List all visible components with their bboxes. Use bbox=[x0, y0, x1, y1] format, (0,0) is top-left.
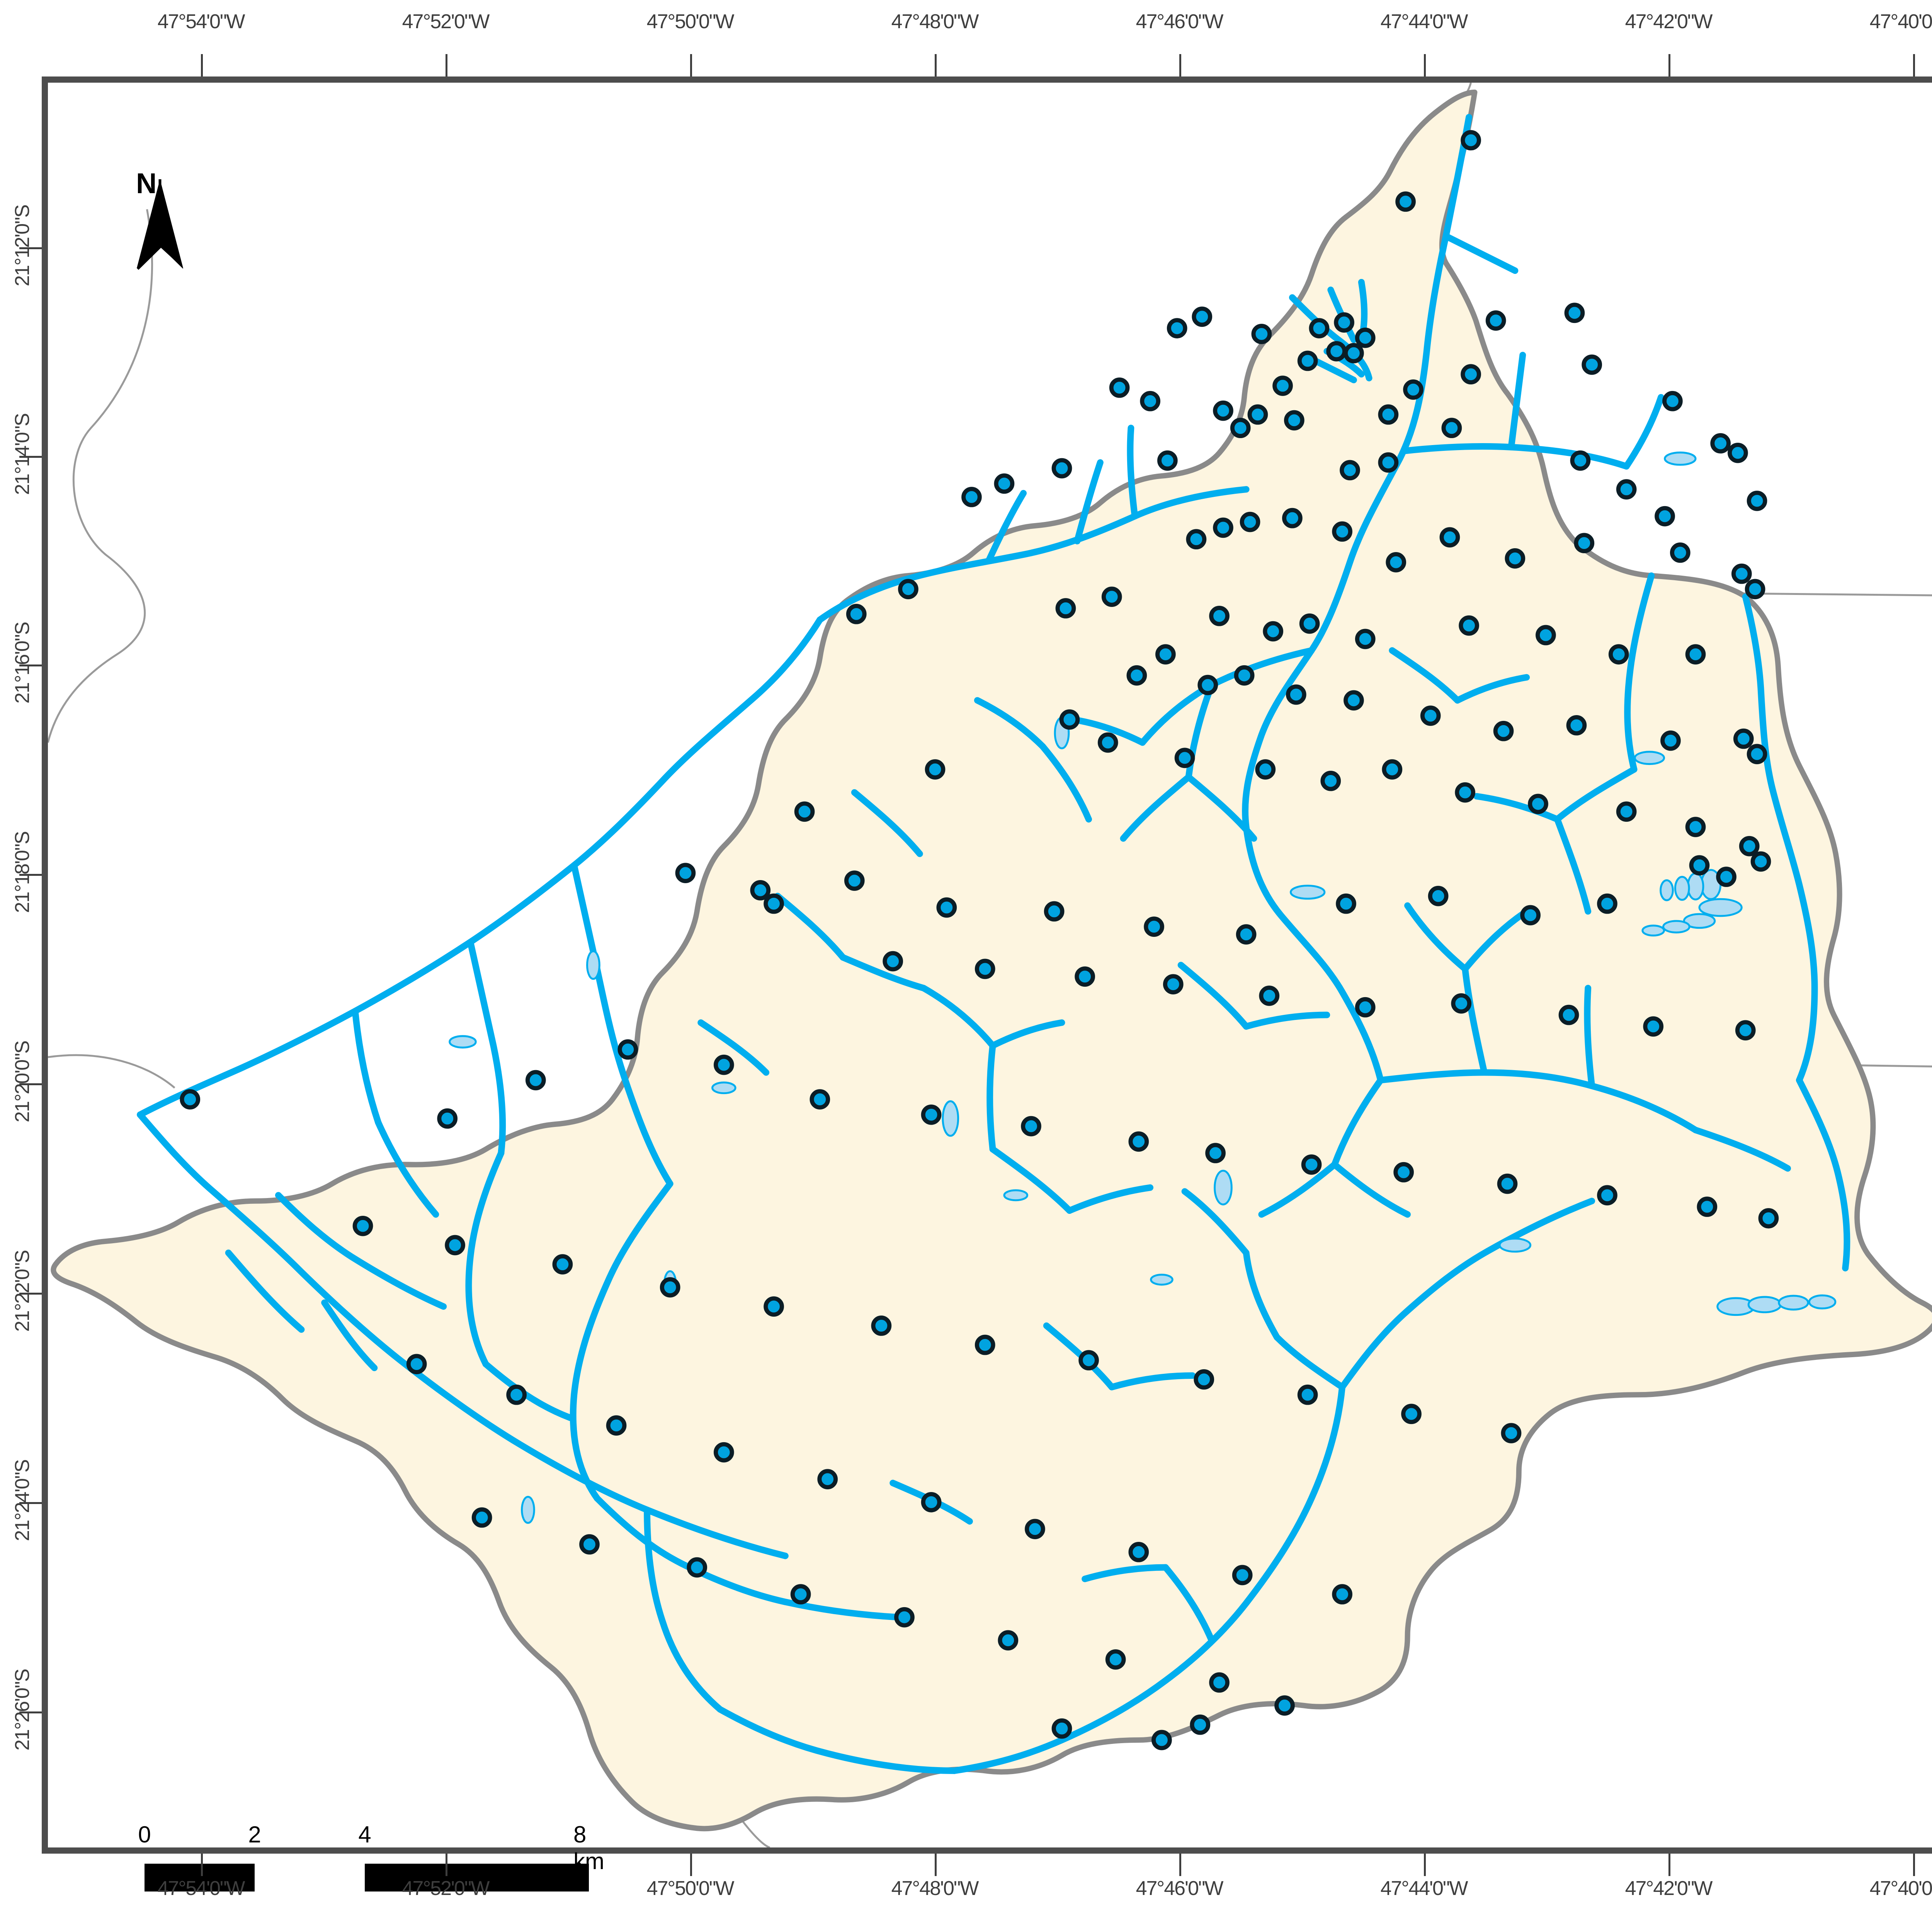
lon-label-top-4: 47°46'0"W bbox=[1136, 10, 1224, 33]
lon-tick-bottom-4 bbox=[1179, 1854, 1181, 1876]
lat-label-1: 21°14'0"S bbox=[11, 413, 34, 495]
lon-tick-top-7 bbox=[1913, 54, 1915, 76]
lon-label-bottom-0: 47°54'0"W bbox=[157, 1877, 245, 1900]
scale-tick-2: 2 bbox=[248, 1822, 261, 1847]
municipal-boundary-polygon bbox=[51, 89, 1932, 1832]
lat-label-3: 21°18'0"S bbox=[11, 831, 34, 913]
lon-tick-bottom-7 bbox=[1913, 1854, 1915, 1876]
scale-segment-white bbox=[255, 1864, 365, 1892]
lon-tick-bottom-0 bbox=[201, 1854, 203, 1876]
lon-tick-top-5 bbox=[1424, 54, 1426, 76]
lat-label-5: 21°22'0"S bbox=[11, 1250, 34, 1332]
lat-label-2: 21°16'0"S bbox=[11, 622, 34, 704]
lon-label-top-7: 47°40'0"W bbox=[1869, 10, 1932, 33]
water-bodies bbox=[449, 451, 1837, 1524]
north-label: N bbox=[136, 167, 157, 199]
lat-tick-0 bbox=[19, 247, 42, 249]
scale-tick-8: 8 km bbox=[573, 1822, 604, 1874]
nascentes-layer bbox=[180, 130, 1779, 1750]
lon-tick-top-1 bbox=[446, 54, 447, 76]
scale-tick-4: 4 bbox=[358, 1822, 371, 1847]
lon-tick-bottom-3 bbox=[935, 1854, 937, 1876]
lon-tick-top-4 bbox=[1179, 54, 1181, 76]
lat-tick-5 bbox=[19, 1293, 42, 1295]
lon-label-top-5: 47°44'0"W bbox=[1380, 10, 1468, 33]
scale-tick-0: 0 bbox=[138, 1822, 151, 1847]
river-network bbox=[137, 114, 1850, 1774]
lat-label-7: 21°26'0"S bbox=[11, 1669, 34, 1751]
lat-tick-4 bbox=[19, 1083, 42, 1085]
lon-tick-top-0 bbox=[201, 54, 203, 76]
lon-label-bottom-6: 47°42'0"W bbox=[1625, 1877, 1713, 1900]
lat-tick-1 bbox=[19, 456, 42, 458]
lon-tick-bottom-6 bbox=[1668, 1854, 1670, 1876]
lon-tick-bottom-1 bbox=[446, 1854, 447, 1876]
lon-label-top-0: 47°54'0"W bbox=[157, 10, 245, 33]
lon-label-bottom-5: 47°44'0"W bbox=[1380, 1877, 1468, 1900]
lon-tick-top-3 bbox=[935, 54, 937, 76]
north-arrow-icon bbox=[136, 179, 183, 270]
lon-label-top-6: 47°42'0"W bbox=[1625, 10, 1713, 33]
lon-label-top-1: 47°52'0"W bbox=[402, 10, 490, 33]
lon-tick-bottom-2 bbox=[690, 1854, 692, 1876]
lat-tick-6 bbox=[19, 1502, 42, 1504]
map-canvas bbox=[48, 83, 1932, 1847]
lon-label-top-2: 47°50'0"W bbox=[646, 10, 735, 33]
map-frame: N 0 2 4 8 km bbox=[42, 76, 1932, 1892]
lat-tick-2 bbox=[19, 664, 42, 666]
lon-label-bottom-4: 47°46'0"W bbox=[1136, 1877, 1224, 1900]
scale-segment-black-1 bbox=[145, 1864, 255, 1892]
lon-tick-bottom-5 bbox=[1424, 1854, 1426, 1876]
lat-label-0: 21°12'0"S bbox=[11, 205, 34, 287]
lat-tick-3 bbox=[19, 874, 42, 876]
lon-label-bottom-1: 47°52'0"W bbox=[402, 1877, 490, 1900]
scale-segment-black-2 bbox=[365, 1864, 589, 1892]
lat-label-6: 21°24'0"S bbox=[11, 1460, 34, 1541]
scale-bar: 0 2 4 8 km bbox=[138, 1821, 612, 1910]
lon-tick-top-2 bbox=[690, 54, 692, 76]
lat-label-4: 21°20'0"S bbox=[11, 1041, 34, 1123]
lat-tick-7 bbox=[19, 1711, 42, 1713]
lon-tick-top-6 bbox=[1668, 54, 1670, 76]
lon-label-bottom-2: 47°50'0"W bbox=[646, 1877, 735, 1900]
lon-label-bottom-3: 47°48'0"W bbox=[891, 1877, 979, 1900]
lon-label-bottom-7: 47°40'0"W bbox=[1869, 1877, 1932, 1900]
lon-label-top-3: 47°48'0"W bbox=[891, 10, 979, 33]
